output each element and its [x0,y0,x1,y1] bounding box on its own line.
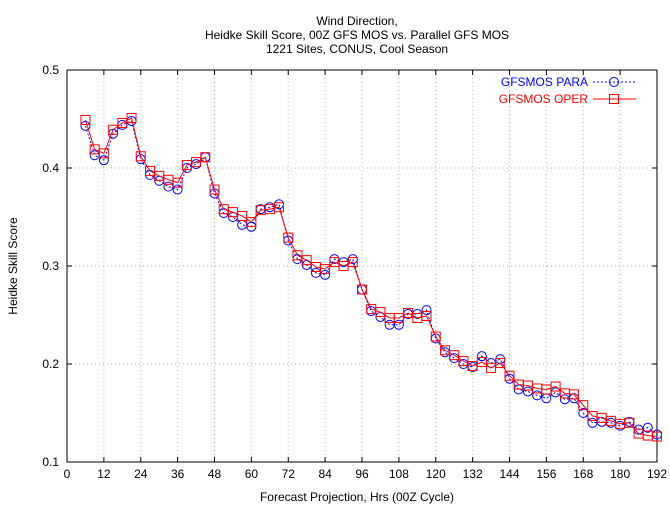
chart-title-line-2: Heidke Skill Score, 00Z GFS MOS vs. Para… [205,28,509,42]
series-line [84,117,658,438]
data-point-square [421,310,432,321]
data-point-square [108,124,119,135]
data-point-circle [393,319,404,330]
x-tick-label: 156 [536,467,556,481]
data-point-circle [476,351,487,362]
x-tick-label: 144 [499,467,519,481]
y-tick-label: 0.3 [42,259,59,273]
data-point-square [301,255,312,266]
chart-title-line-3: 1221 Sites, CONUS, Cool Season [266,42,448,56]
y-tick-label: 0.2 [42,357,59,371]
data-point-circle [98,155,109,166]
series-gfsmos-oper [80,113,662,442]
y-tick-label: 0.1 [42,455,59,469]
data-point-square [237,211,248,222]
x-tick-label: 60 [245,467,259,481]
y-tick-label: 0.4 [42,161,59,175]
legend: GFSMOS PARA GFSMOS OPER [499,75,636,106]
data-point-square [375,307,386,318]
grid [67,70,657,462]
data-point-square [274,202,285,213]
x-tick-label: 96 [355,467,369,481]
data-point-square [578,400,589,411]
x-tick-label: 72 [282,467,296,481]
x-tick-label: 108 [389,467,409,481]
x-axis-label: Forecast Projection, Hrs (00Z Cycle) [260,490,454,504]
data-point-square [126,113,137,124]
data-point-square [652,431,662,442]
series-line [84,120,658,435]
data-point-circle [320,269,331,280]
data-point-square [80,114,91,125]
data-point-square [357,284,367,295]
x-tick-label: 192 [647,467,667,481]
data-point-square [476,357,487,368]
y-tick-label: 0.5 [42,63,59,77]
chart-title-line-1: Wind Direction, [316,14,397,28]
x-tick-label: 84 [318,467,332,481]
data-point-circle [532,390,543,401]
data-point-square [98,148,109,159]
data-point-square [550,381,561,392]
x-tick-label: 120 [426,467,446,481]
x-tick-label: 36 [171,467,185,481]
data-point-square [347,257,358,268]
x-tick-label: 132 [463,467,483,481]
axis-ticks: 0 12 24 36 48 60 72 84 96 108 120 132 144 156 168 180 19… [42,63,667,481]
legend-marker [609,94,619,104]
data-point-square [172,177,183,188]
data-point-square [495,358,506,369]
legend-label: GFSMOS PARA [501,75,588,89]
data-point-square [569,389,580,400]
legend-label: GFSMOS OPER [499,92,589,106]
x-tick-label: 180 [610,467,630,481]
data-point-square [283,232,294,243]
legend-marker [609,77,619,87]
data-point-square [320,263,331,274]
data-point-circle [172,184,183,195]
x-tick-label: 12 [97,467,111,481]
data-point-square [135,151,146,162]
x-tick-label: 48 [208,467,222,481]
data-point-square [430,331,441,342]
series-group [80,113,662,442]
data-point-circle [642,422,653,433]
data-point-circle [421,305,432,316]
chart-title: Wind Direction, Heidke Skill Score, 00Z … [205,14,509,56]
data-point-square [504,370,515,381]
x-tick-label: 24 [134,467,148,481]
y-axis-label: Heidke Skill Score [6,217,20,315]
data-point-square [200,152,211,163]
data-point-square [209,184,220,195]
data-point-square [624,417,635,428]
data-point-square [449,350,460,361]
x-tick-label: 168 [573,467,593,481]
data-point-square [246,216,257,227]
x-tick-label: 0 [64,467,71,481]
